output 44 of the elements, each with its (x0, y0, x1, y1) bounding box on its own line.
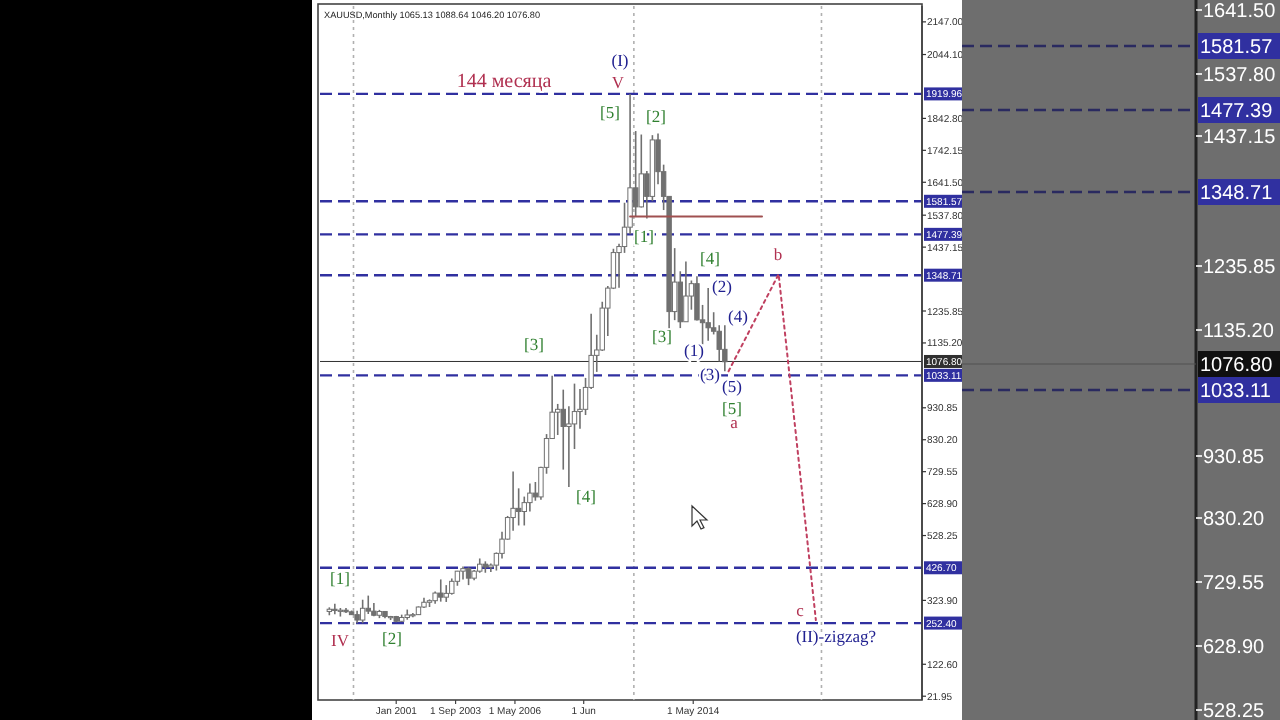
text: 1033.11 (1200, 381, 1272, 403)
annotation: b (773, 243, 783, 264)
text: 1348.71 (1200, 183, 1274, 205)
text: 729.55 (1203, 573, 1266, 595)
annotation: (4) (728, 305, 749, 326)
candlestick (365, 594, 371, 615)
annotation: [5] (600, 101, 621, 122)
text: 1537.80 (1203, 65, 1277, 87)
annotation: 144 месяца (456, 71, 553, 93)
candlestick (683, 260, 689, 323)
annotation: V (611, 71, 626, 92)
text: 528.25 (1203, 701, 1266, 720)
text: 1235.85 (1203, 257, 1277, 279)
text: 1135.20 (1203, 321, 1275, 343)
text: 1641.50 (1203, 1, 1277, 23)
text: 1076.80 (1200, 355, 1274, 377)
annotation: (II)-zigzag? (795, 625, 877, 646)
annotation: [5] (722, 397, 743, 418)
text: 930.85 (1203, 447, 1266, 469)
annotation: (2) (712, 275, 733, 296)
annotation: c (796, 599, 805, 620)
text: 1437.15 (1203, 127, 1277, 149)
text: 1477.39 (1200, 101, 1274, 123)
candlestick (359, 598, 366, 625)
annotation: [4] (576, 485, 597, 506)
text: 830.20 (1203, 509, 1266, 531)
annotation: [2] (382, 627, 403, 648)
candlestick (438, 578, 444, 603)
candlestick (332, 603, 338, 616)
text: 1581.57 (1200, 37, 1274, 59)
candlestick (515, 487, 522, 527)
annotation: IV (331, 629, 351, 650)
annotation: (1) (684, 339, 705, 360)
candlestick (510, 470, 516, 532)
annotation: (I) (611, 49, 629, 70)
annotation: [1] (330, 567, 351, 588)
annotation: [4] (700, 247, 721, 268)
annotation: [3] (652, 325, 673, 346)
candlestick (722, 324, 728, 373)
annotation: [2] (646, 105, 667, 126)
annotation: (5) (722, 375, 743, 396)
annotation: [3] (524, 333, 545, 354)
candlestick (705, 287, 711, 342)
text: 628.90 (1203, 637, 1266, 659)
